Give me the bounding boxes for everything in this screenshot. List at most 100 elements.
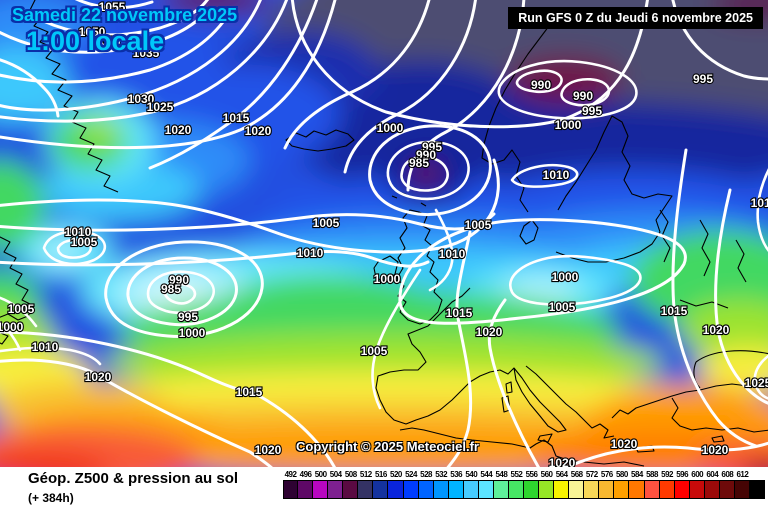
legend-scale-value: 580 (615, 470, 628, 479)
pressure-label: 1055 (99, 0, 126, 14)
pressure-label: 1000 (374, 272, 401, 286)
pressure-label: 1015 (223, 111, 250, 125)
legend-scale-value: 552 (510, 470, 523, 479)
pressure-label: 1000 (179, 326, 206, 340)
legend-scale-value: 556 (525, 470, 538, 479)
legend-scale-cell: 500 (312, 469, 329, 499)
legend-scale-cell: 592 (658, 469, 675, 499)
legend-swatch (357, 480, 374, 499)
pressure-label: 985 (409, 156, 429, 170)
legend-scale-value: 572 (585, 470, 598, 479)
legend-scale-value: 576 (600, 470, 613, 479)
legend-scale-value: 584 (631, 470, 643, 479)
pressure-label: 1025 (745, 376, 768, 390)
legend-swatch (568, 480, 585, 499)
legend-swatch (402, 480, 419, 499)
legend-swatch (673, 480, 690, 499)
legend-scale-value: 544 (480, 470, 493, 479)
legend-scale-value: 592 (661, 470, 674, 479)
pressure-label: 1010 (297, 246, 324, 260)
legend-scale-cell: 564 (553, 469, 570, 499)
legend-swatch (283, 480, 299, 499)
run-info-badge: Run GFS 0 Z du Jeudi 6 novembre 2025 (508, 7, 763, 29)
legend-scale-cell: 536 (447, 469, 464, 499)
legend-scale-cell: 604 (703, 469, 720, 499)
legend-scale-value: 532 (435, 470, 448, 479)
legend-subtitle: (+ 384h) (28, 491, 74, 505)
legend-swatch (447, 480, 464, 499)
legend-scale-cell: 544 (477, 469, 494, 499)
pressure-label: 1045 (94, 34, 121, 48)
forecast-date: Samedi 22 novembre 2025 (12, 5, 238, 25)
forecast-time: 1:00 locale (26, 25, 165, 56)
legend-swatch (387, 480, 404, 499)
legend-scale-value: 516 (374, 470, 387, 479)
pressure-label: 1000 (555, 118, 582, 132)
legend-swatch (327, 480, 344, 499)
pressure-label: 990 (169, 273, 189, 287)
pressure-label: 995 (178, 310, 198, 324)
legend-scale-cell: 524 (402, 469, 419, 499)
pressure-label: 1010 (439, 247, 466, 261)
legend-scale-value: 500 (314, 470, 327, 479)
legend-scale-value: 564 (555, 470, 568, 479)
pressure-label: 1005 (361, 344, 388, 358)
pressure-label: 1005 (313, 216, 340, 230)
legend-scale-cell: 496 (297, 469, 314, 499)
legend-scale-cell: 584 (628, 469, 645, 499)
pressure-label: 1005 (549, 300, 576, 314)
legend-swatch (297, 480, 314, 499)
legend-scale-cell: 588 (643, 469, 660, 499)
legend-scale-value: 540 (465, 470, 478, 479)
pressure-label: 1020 (245, 124, 272, 138)
legend-scale-cell: 596 (673, 469, 690, 499)
legend-swatch (538, 480, 555, 499)
legend-swatch (688, 480, 705, 499)
pressure-label: 1005 (71, 235, 98, 249)
pressure-label: 990 (416, 148, 436, 162)
pressure-label: 1020 (549, 456, 576, 467)
legend-scale-value: 528 (420, 470, 433, 479)
pressure-label: 1035 (133, 46, 160, 60)
legend-scale-cell: 512 (357, 469, 374, 499)
legend-scale-cell (748, 469, 765, 499)
pressure-label: 1020 (255, 443, 282, 457)
legend-scale-cell: 600 (688, 469, 705, 499)
pressure-label: 1015 (661, 304, 688, 318)
pressure-label: 1010 (65, 225, 92, 239)
pressure-label: 985 (161, 282, 181, 296)
legend-swatch (477, 480, 494, 499)
legend-scale-value: 560 (540, 470, 553, 479)
legend-swatch (432, 480, 449, 499)
pressure-label: 1020 (165, 123, 192, 137)
forecast-datetime: Samedi 22 novembre 2025 1:00 locale (12, 5, 238, 56)
legend-scale-cell: 612 (733, 469, 750, 499)
legend-swatch (553, 480, 570, 499)
legend-swatch (643, 480, 660, 499)
legend-swatch (492, 480, 509, 499)
legend-scale-cell: 568 (568, 469, 585, 499)
pressure-label: 1030 (128, 92, 155, 106)
legend-scale-value: 504 (329, 470, 342, 479)
legend-swatch (718, 480, 735, 499)
legend-scale-cell: 556 (523, 469, 540, 499)
pressure-label: 1020 (703, 323, 730, 337)
legend-scale-value: 548 (495, 470, 508, 479)
legend-scale-value: 588 (646, 470, 658, 479)
legend-swatch (312, 480, 329, 499)
pressure-label: 1020 (611, 437, 638, 451)
pressure-label: 1050 (79, 25, 106, 39)
pressure-label: 1020 (85, 370, 112, 384)
legend-scale-cell: 540 (462, 469, 479, 499)
legend-bar: Géop. Z500 & pression au sol (+ 384h) 49… (0, 467, 768, 512)
legend-title: Géop. Z500 & pression au sol (28, 470, 239, 487)
legend-swatch (417, 480, 434, 499)
pressure-label: 1015 (236, 385, 263, 399)
legend-scale-cell: 492 (283, 469, 299, 499)
legend-scale-value: 608 (721, 470, 734, 479)
legend-swatch (658, 480, 675, 499)
legend-scale-value: 520 (390, 470, 402, 479)
pressure-label: 995 (582, 104, 602, 118)
legend-swatch (748, 480, 765, 499)
